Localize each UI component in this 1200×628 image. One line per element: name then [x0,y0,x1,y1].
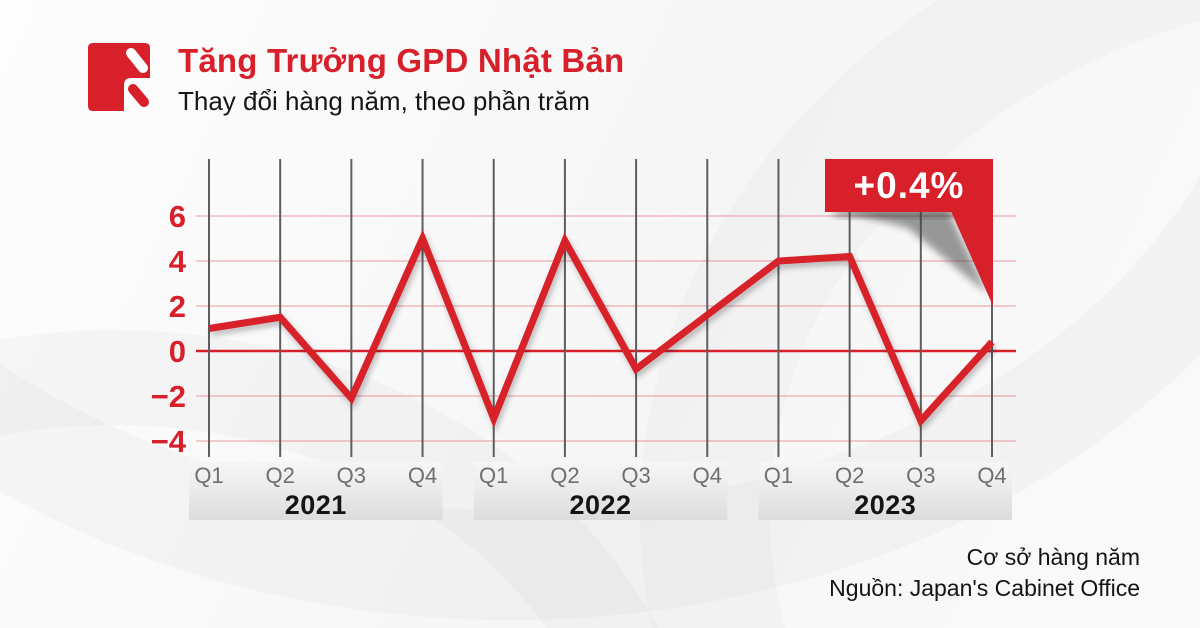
quarter-label: Q4 [693,463,722,488]
quarter-label: Q4 [408,463,437,488]
quarter-label: Q3 [621,463,650,488]
y-tick-label: −4 [151,424,187,459]
quarter-label: Q2 [835,463,864,488]
y-tick-label: 0 [169,334,186,369]
brand-logo [88,43,150,111]
quarter-label: Q1 [479,463,508,488]
source-note: Cơ sở hàng năm Nguồn: Japan's Cabinet Of… [829,542,1140,604]
y-tick-label: 6 [169,199,186,234]
quarter-label: Q3 [337,463,366,488]
badge-pointer [950,209,993,306]
y-gridlines [196,215,1016,442]
gdp-growth-line [208,229,995,428]
footnote-source: Nguồn: Japan's Cabinet Office [829,575,1140,601]
x-axis-year-bands: Q1 Q2 Q3 Q4 2021 Q1 Q2 Q3 Q4 2022 Q1 Q2 Q3 Q4 2023 [189,462,1012,520]
quarter-label: Q4 [977,463,1006,488]
quarter-label: Q3 [906,463,935,488]
quarter-label: Q1 [194,463,223,488]
y-tick-label: 2 [169,289,186,324]
page-subtitle: Thay đổi hàng năm, theo phần trăm [178,86,590,116]
badge-shadow [838,210,988,294]
badge-fold-shadow [834,210,966,217]
year-band-2022 [473,462,728,520]
year-band-2021 [189,462,443,520]
page-title: Tăng Trưởng GPD Nhật Bản [178,42,625,79]
data-line-series [208,229,995,428]
badge-label: +0.4% [854,165,965,206]
year-label: 2021 [285,490,347,520]
quarter-label: Q2 [266,463,295,488]
annotation-badge: +0.4% [825,159,993,306]
y-tick-label: −2 [151,379,186,414]
title-block: Tăng Trưởng GPD Nhật Bản Thay đổi hàng n… [178,42,624,117]
year-label: 2023 [854,490,916,520]
year-label: 2022 [569,490,631,520]
y-tick-label: 4 [169,244,187,279]
year-band-2023 [758,462,1012,520]
quarter-label: Q1 [764,463,793,488]
header: Tăng Trưởng GPD Nhật Bản Thay đổi hàng n… [88,42,624,117]
badge-box [825,159,993,212]
quarter-label: Q2 [550,463,579,488]
y-axis-labels: 6 4 2 0 −2 −4 [151,199,187,459]
footnote-basis: Cơ sở hàng năm [966,544,1140,570]
